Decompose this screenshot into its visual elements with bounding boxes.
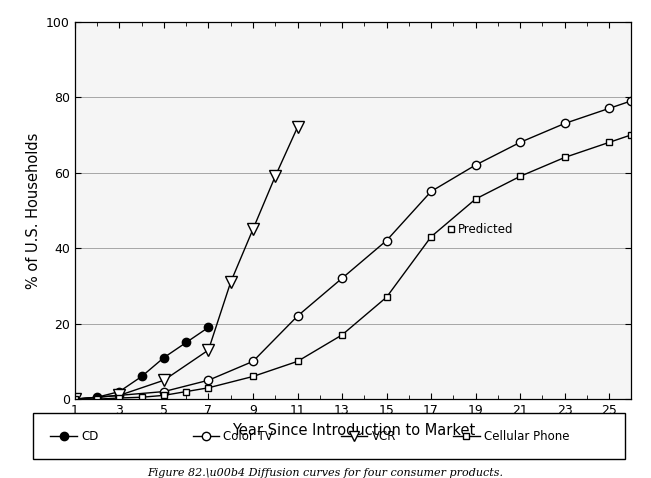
Text: Color TV: Color TV	[223, 430, 273, 443]
Text: Figure 82.\u00b4 Diffusion curves for four consumer products.: Figure 82.\u00b4 Diffusion curves for fo…	[148, 467, 503, 478]
Text: VCR: VCR	[372, 430, 396, 443]
Text: CD: CD	[81, 430, 98, 443]
X-axis label: Year Since Introduction to Market: Year Since Introduction to Market	[232, 423, 475, 437]
Y-axis label: % of U.S. Households: % of U.S. Households	[25, 132, 40, 289]
Text: Cellular Phone: Cellular Phone	[484, 430, 570, 443]
Text: Predicted: Predicted	[458, 223, 513, 236]
